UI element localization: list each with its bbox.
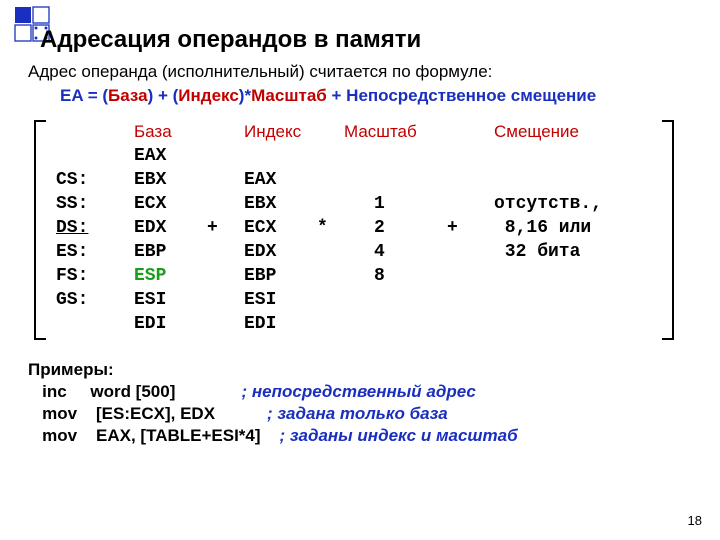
formula-p7: + <box>327 86 346 105</box>
example-code: mov EAX, [TABLE+ESI*4] <box>28 426 279 445</box>
hdr-base: База <box>134 120 172 144</box>
cell: 8,16 или <box>494 216 591 240</box>
cell: EBP <box>244 264 276 288</box>
formula-p3: ) + ( <box>148 86 179 105</box>
examples-title: Примеры: <box>28 360 518 380</box>
formula-p2: База <box>108 86 148 105</box>
page-number: 18 <box>688 513 702 528</box>
cell: ES: <box>56 240 88 264</box>
table-row: EDI EDI <box>34 312 674 336</box>
cell: EDI <box>244 312 276 336</box>
cell: ESI <box>134 288 166 312</box>
cell: * <box>317 216 328 240</box>
formula-p1: EA = ( <box>60 86 108 105</box>
formula-p6: Масштаб <box>251 86 327 105</box>
cell: CS: <box>56 168 88 192</box>
cell: EDX <box>244 240 276 264</box>
formula-p8: Непосредственное смещение <box>346 86 596 105</box>
table-row: GS: ESI ESI <box>34 288 674 312</box>
formula: EA = (База) + (Индекс)*Масштаб + Непосре… <box>60 86 596 106</box>
cell: EDX <box>134 216 166 240</box>
cell: ESI <box>244 288 276 312</box>
table-row: DS: EDX + ECX * 2 + 8,16 или <box>34 216 674 240</box>
table-row: CS: EBX EAX <box>34 168 674 192</box>
example-comment: ; заданы индекс и масштаб <box>279 426 517 445</box>
hdr-offset: Смещение <box>494 120 579 144</box>
cell: EAX <box>134 144 166 168</box>
cell: 4 <box>374 240 385 264</box>
table-row: FS: ESP EBP 8 <box>34 264 674 288</box>
cell: отсутств., <box>494 192 602 216</box>
cell: EBX <box>134 168 166 192</box>
example-comment: ; непосредственный адрес <box>242 382 476 401</box>
cell: 2 <box>374 216 385 240</box>
example-comment: ; задана только база <box>267 404 448 423</box>
table-row: EAX <box>34 144 674 168</box>
example-line: mov [ES:ECX], EDX ; задана только база <box>28 404 518 424</box>
cell: + <box>207 216 218 240</box>
cell: + <box>447 216 458 240</box>
cell: EAX <box>244 168 276 192</box>
cell: FS: <box>56 264 88 288</box>
table-row: ES: EBP EDX 4 32 бита <box>34 240 674 264</box>
cell: 1 <box>374 192 385 216</box>
formula-p5: )* <box>239 86 251 105</box>
example-code: inc word [500] <box>28 382 242 401</box>
table-header: База Индекс Масштаб Смещение <box>34 120 674 144</box>
intro-text: Адрес операнда (исполнительный) считаетс… <box>28 62 492 82</box>
cell: GS: <box>56 288 88 312</box>
hdr-index: Индекс <box>244 120 301 144</box>
cell: EDI <box>134 312 166 336</box>
cell: ECX <box>134 192 166 216</box>
hdr-scale: Масштаб <box>344 120 417 144</box>
cell: SS: <box>56 192 88 216</box>
cell: 32 бита <box>494 240 580 264</box>
cell: DS: <box>56 216 88 240</box>
formula-p4: Индекс <box>178 86 238 105</box>
cell: ESP <box>134 264 166 288</box>
table-row: SS: ECX EBX 1 отсутств., <box>34 192 674 216</box>
cell: 8 <box>374 264 385 288</box>
cell: ECX <box>244 216 276 240</box>
cell: EBP <box>134 240 166 264</box>
example-code: mov [ES:ECX], EDX <box>28 404 267 423</box>
page-title: Адресация операндов в памяти <box>40 26 421 54</box>
cell: EBX <box>244 192 276 216</box>
addressing-table: База Индекс Масштаб Смещение EAXCS:EBXEA… <box>34 120 674 336</box>
example-line: inc word [500] ; непосредственный адрес <box>28 382 518 402</box>
examples-block: Примеры: inc word [500] ; непосредственн… <box>28 360 518 446</box>
example-line: mov EAX, [TABLE+ESI*4] ; заданы индекс и… <box>28 426 518 446</box>
